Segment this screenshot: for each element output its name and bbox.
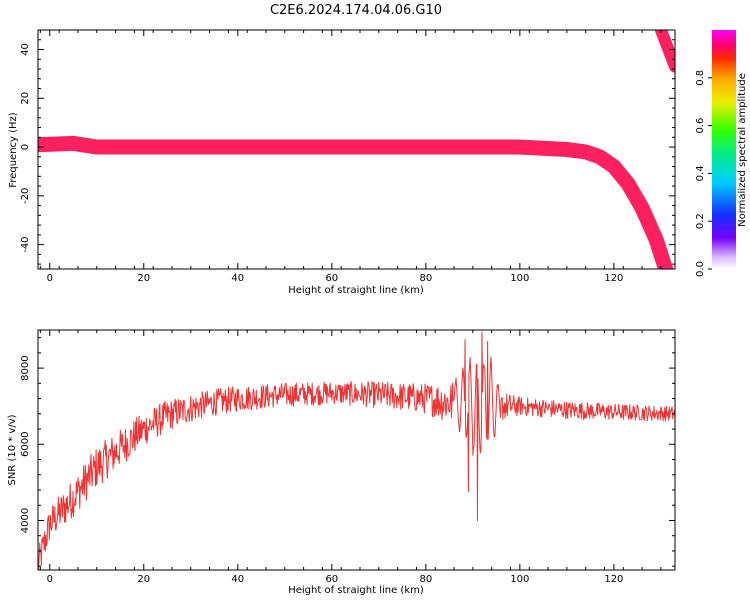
snr-panel: 0 20 40 60 80 100 120 4000 6000 8000 Height of st… (7, 329, 676, 596)
colorbar-ticks: 0.0 0.2 0.4 0.6 0.8 (695, 70, 712, 277)
x-tick-label: 40 (231, 574, 244, 585)
x-tick-label: 40 (231, 273, 244, 284)
ridge-band (38, 141, 668, 269)
y-tick-label: 4000 (20, 508, 31, 533)
x-tick-label: 100 (510, 273, 529, 284)
spectrogram-x-axis-label: Height of straight line (km) (288, 285, 424, 296)
y-tick-label: 6000 (20, 432, 31, 457)
x-tick-label: 100 (510, 574, 529, 585)
y-tick-label: 0 (20, 144, 31, 150)
x-tick-label: 80 (419, 273, 432, 284)
x-tick-label: 120 (604, 273, 623, 284)
x-tick-label: 60 (325, 273, 338, 284)
colorbar-tick-label: 0.0 (695, 261, 706, 277)
x-tick-label: 80 (419, 574, 432, 585)
frequency-ridge (38, 30, 675, 269)
ridge-band (38, 142, 667, 269)
ridge-band (38, 135, 674, 269)
y-tick-label: 20 (20, 92, 31, 105)
colorbar-gradient (712, 30, 736, 269)
x-tick-label: 120 (604, 574, 623, 585)
x-tick-label: 20 (137, 273, 150, 284)
colorbar-tick-label: 0.2 (695, 213, 706, 229)
y-tick-label: -40 (20, 236, 31, 252)
colorbar-tick-label: 0.4 (695, 165, 706, 181)
colorbar-label: Normalized spectral amplitude (737, 73, 748, 227)
spectrogram-plot-frame (37, 29, 676, 270)
snr-plot-frame (37, 329, 676, 571)
y-tick-label: 40 (20, 43, 31, 56)
spectrogram-y-axis-label: Frequency (Hz) (8, 112, 19, 188)
colorbar: 0.0 0.2 0.4 0.6 0.8 Normalized spectral ampl… (695, 30, 748, 277)
y-tick-label: -20 (20, 188, 31, 204)
ridge-band (38, 142, 667, 269)
ridge-band (38, 141, 668, 269)
snr-series-line (38, 331, 675, 570)
ridge-band (38, 139, 670, 269)
chart-title: C2E6.2024.174.04.06.G10 (270, 3, 442, 18)
y-tick-label: 8000 (20, 355, 31, 380)
spectrogram-panel: 0 20 40 60 80 100 120 -40 -20 0 20 40 Height of str… (8, 29, 676, 296)
x-tick-label: 0 (47, 273, 53, 284)
ridge-band (38, 137, 672, 269)
colorbar-tick-label: 0.6 (695, 118, 706, 134)
snr-x-axis-label: Height of straight line (km) (288, 585, 424, 596)
snr-ticks: 0 20 40 60 80 100 120 4000 6000 8000 (20, 330, 675, 585)
snr-y-axis-label: SNR (10 * v/v) (7, 414, 18, 485)
ridge-band (38, 139, 670, 269)
spectrogram-ticks: 0 20 40 60 80 100 120 -40 -20 0 20 40 (20, 30, 675, 284)
ridge-band (38, 140, 669, 269)
x-tick-label: 20 (137, 574, 150, 585)
x-tick-label: 60 (325, 574, 338, 585)
ridge-upper-branch-band (654, 30, 675, 73)
colorbar-tick-label: 0.8 (695, 70, 706, 86)
x-tick-label: 0 (47, 574, 53, 585)
